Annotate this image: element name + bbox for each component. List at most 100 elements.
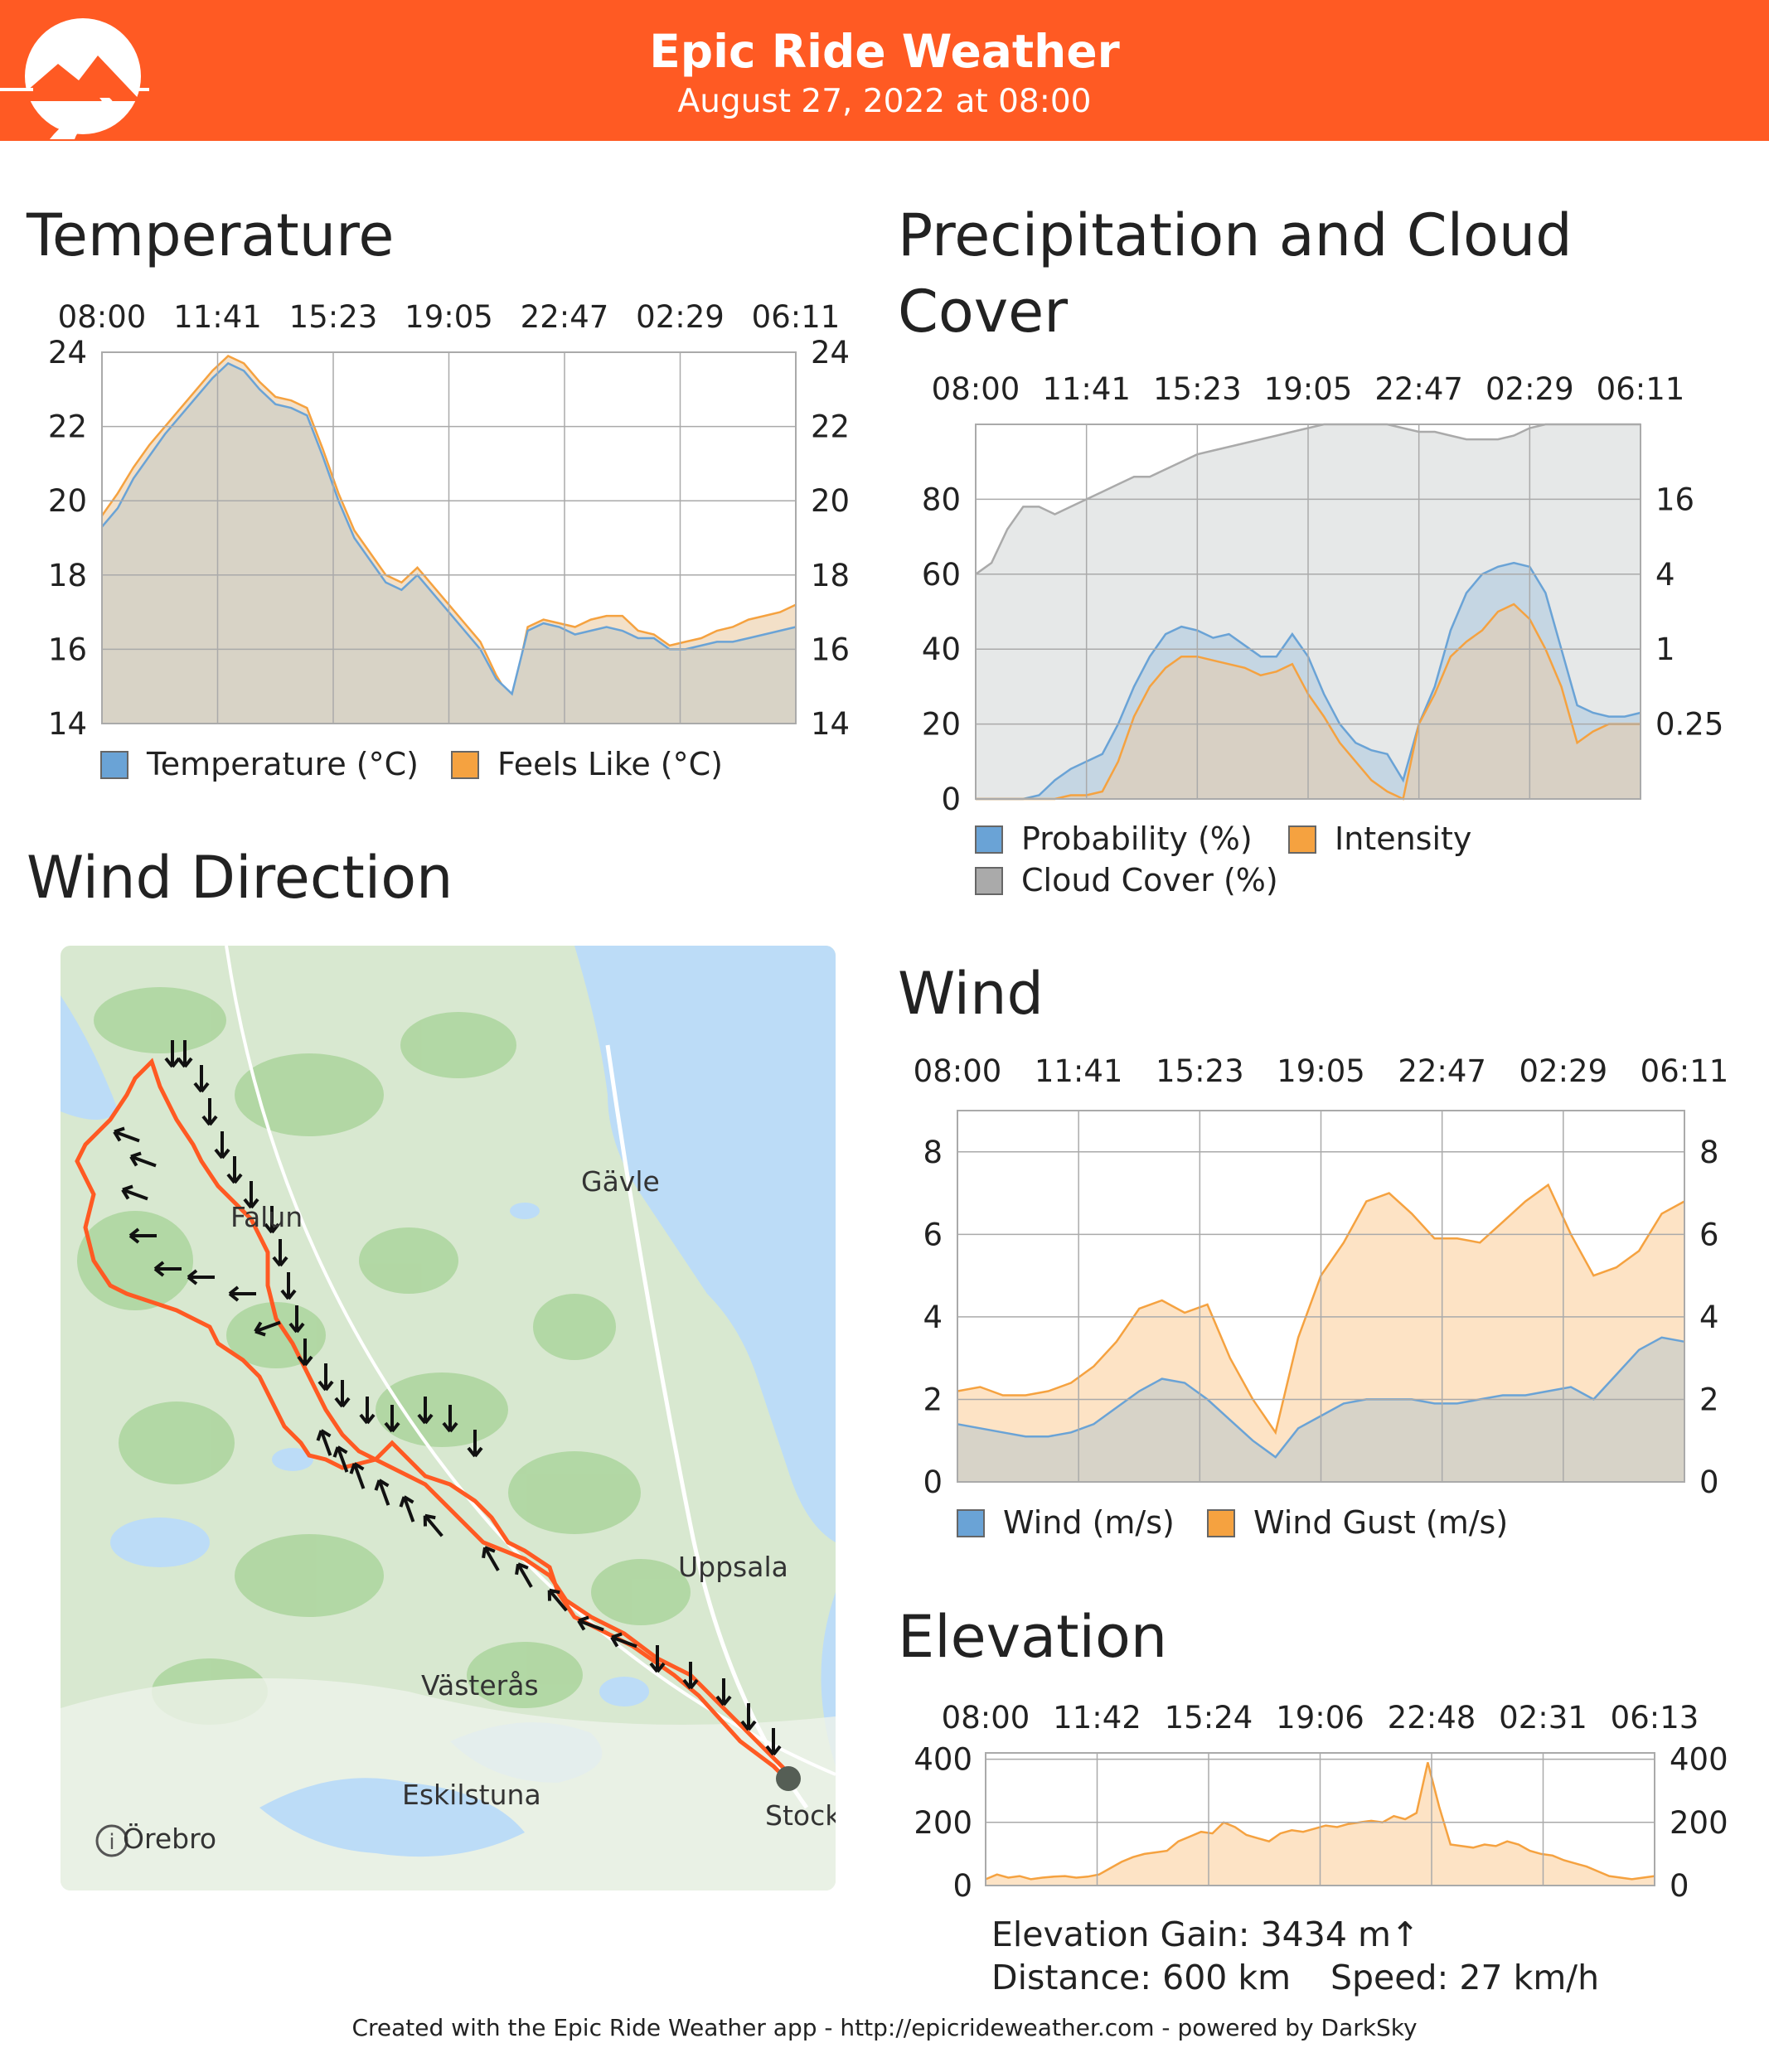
map-label-gavle: Gävle — [581, 1165, 660, 1198]
y-tick-label: 14 — [48, 706, 87, 742]
wind-arrow-shaft — [483, 1547, 500, 1571]
wind-arrow-head — [297, 1355, 313, 1367]
wind-arrow-icon — [272, 1239, 288, 1267]
y2-tick-label: 8 — [1699, 1135, 1719, 1170]
temperature-chart: 08:00 11:41 15:23 19:05 22:47 02:29 06:11 14 14 1… — [48, 299, 850, 782]
y-tick-label: 80 — [922, 482, 961, 517]
x-tick-label: 02:31 — [1499, 1700, 1587, 1736]
wind-arrow-shaft — [402, 1496, 415, 1523]
x-tick-label: 06:11 — [752, 299, 841, 335]
wind-arrow-head — [187, 1269, 198, 1285]
wind-arrow-icon — [280, 1272, 297, 1300]
y-tick-label: 200 — [914, 1805, 972, 1841]
map-label-eskilstuna: Eskilstuna — [402, 1779, 541, 1811]
y2-tick-label: 2 — [1699, 1382, 1719, 1417]
legend-swatch-1 — [1207, 1509, 1235, 1537]
wind-arrow-head — [399, 1495, 414, 1508]
wind-arrow-icon — [153, 1261, 182, 1277]
wind-arrow-head — [272, 1256, 288, 1267]
wind-arrow-icon — [334, 1380, 351, 1408]
wind-arrow-icon — [482, 1546, 500, 1571]
wind-arrow-head — [740, 1720, 757, 1731]
y-tick-label: 40 — [922, 632, 961, 667]
x-tick-label: 19:05 — [1277, 1053, 1365, 1089]
speed: Speed: 27 km/h — [1330, 1958, 1600, 1997]
y-tick-label: 0 — [923, 1464, 943, 1500]
wind-arrow-head — [193, 1082, 210, 1093]
legend-label-1: Feels Like (°C) — [497, 746, 723, 782]
wind-arrow-head — [226, 1173, 243, 1184]
wind-arrow-icon — [316, 1429, 332, 1456]
legend-label-2: Cloud Cover (%) — [1021, 862, 1278, 898]
plot-border — [101, 351, 797, 724]
wind-arrow-head — [177, 1057, 193, 1068]
wind-arrow-icon — [317, 1363, 334, 1392]
wind-arrow-head — [316, 1429, 332, 1441]
x-tick-label: 19:05 — [405, 299, 493, 335]
wind-arrow-head — [610, 1632, 623, 1648]
map-canvas: i — [61, 946, 836, 1890]
end-marker — [776, 1766, 801, 1791]
wind-arrow-shaft — [254, 1320, 281, 1334]
wind-arrow-icon — [349, 1462, 366, 1489]
y2-tick-label: 200 — [1670, 1805, 1728, 1841]
y2-tick-label: 24 — [811, 335, 850, 370]
wind-arrow-head — [482, 1546, 496, 1559]
wind-arrow-icon — [177, 1040, 193, 1068]
wind-arrow-icon — [682, 1662, 699, 1690]
wind-arrow-icon — [254, 1320, 281, 1337]
legend-label-1: Wind Gust (m/s) — [1253, 1504, 1508, 1541]
x-tick-label: 06:11 — [1641, 1053, 1729, 1089]
wind-arrow-head — [577, 1615, 589, 1631]
wind-arrow-shaft — [377, 1479, 390, 1506]
wind-arrow-head — [280, 1289, 297, 1300]
legend-swatch-0 — [957, 1509, 985, 1537]
y-tick-label: 20 — [48, 483, 87, 519]
wind-direction-map[interactable]: i Gävle Falun Uppsala Västerås Eskilstun… — [61, 946, 836, 1890]
wind-arrow-head — [467, 1446, 483, 1458]
wind-arrow-head — [417, 1413, 434, 1425]
wind-arrow-icon — [193, 1065, 210, 1093]
wind-arrow-icon — [740, 1703, 757, 1731]
wind-arrow-shaft — [336, 1446, 349, 1473]
x-tick-label: 15:23 — [1153, 371, 1242, 407]
x-tick-label: 19:05 — [1264, 371, 1353, 407]
y2-tick-label: 16 — [811, 632, 850, 667]
legend-label-0: Probability (%) — [1021, 821, 1253, 857]
mountain-road-logo-icon — [0, 18, 149, 139]
x-tick-label: 15:24 — [1165, 1700, 1253, 1736]
x-tick-label: 06:11 — [1597, 371, 1685, 407]
wind-arrow-head — [349, 1462, 365, 1474]
y-tick-label: 24 — [48, 335, 87, 370]
wind-arrows — [113, 1040, 782, 1756]
y-tick-label: 22 — [48, 409, 87, 445]
x-tick-label: 19:06 — [1276, 1700, 1364, 1736]
ride-datetime: August 27, 2022 at 08:00 — [677, 83, 1092, 120]
elevation-gain: Elevation Gain: 3434 m↑ — [991, 1915, 1420, 1954]
y2-tick-label: 14 — [811, 706, 850, 742]
x-tick-label: 08:00 — [914, 1053, 1002, 1089]
legend-swatch-0 — [975, 825, 1003, 854]
wind-arrow-icon — [264, 1206, 280, 1234]
wind-arrow-head — [359, 1413, 376, 1425]
map-label-uppsala: Uppsala — [678, 1551, 788, 1583]
wind-chart: 08:00 11:41 15:23 19:05 22:47 02:29 06:11 0 0 2 2 4… — [914, 1053, 1729, 1541]
x-tick-label: 11:41 — [173, 299, 262, 335]
wind-arrow-shaft — [352, 1463, 366, 1489]
wind-arrow-icon — [423, 1513, 443, 1537]
y2-tick-label: 6 — [1699, 1217, 1719, 1252]
wind-arrow-icon — [715, 1678, 732, 1706]
wind-arrow-head — [374, 1479, 390, 1491]
wind-arrow-shaft — [578, 1619, 604, 1632]
wind-arrow-head — [129, 1151, 142, 1167]
wind-arrow-shaft — [319, 1430, 332, 1456]
wind-arrow-head — [334, 1397, 351, 1408]
wind-arrow-head — [121, 1184, 133, 1200]
wind-arrow-icon — [359, 1397, 376, 1425]
x-tick-label: 02:29 — [1485, 371, 1574, 407]
wind-arrow-icon — [128, 1227, 157, 1244]
wind-title: Wind — [898, 960, 1044, 1028]
wind-arrow-icon — [228, 1285, 256, 1302]
precipitation-title: Precipitation and Cloud Cover — [898, 201, 1573, 346]
wind-arrow-shaft — [548, 1589, 568, 1612]
